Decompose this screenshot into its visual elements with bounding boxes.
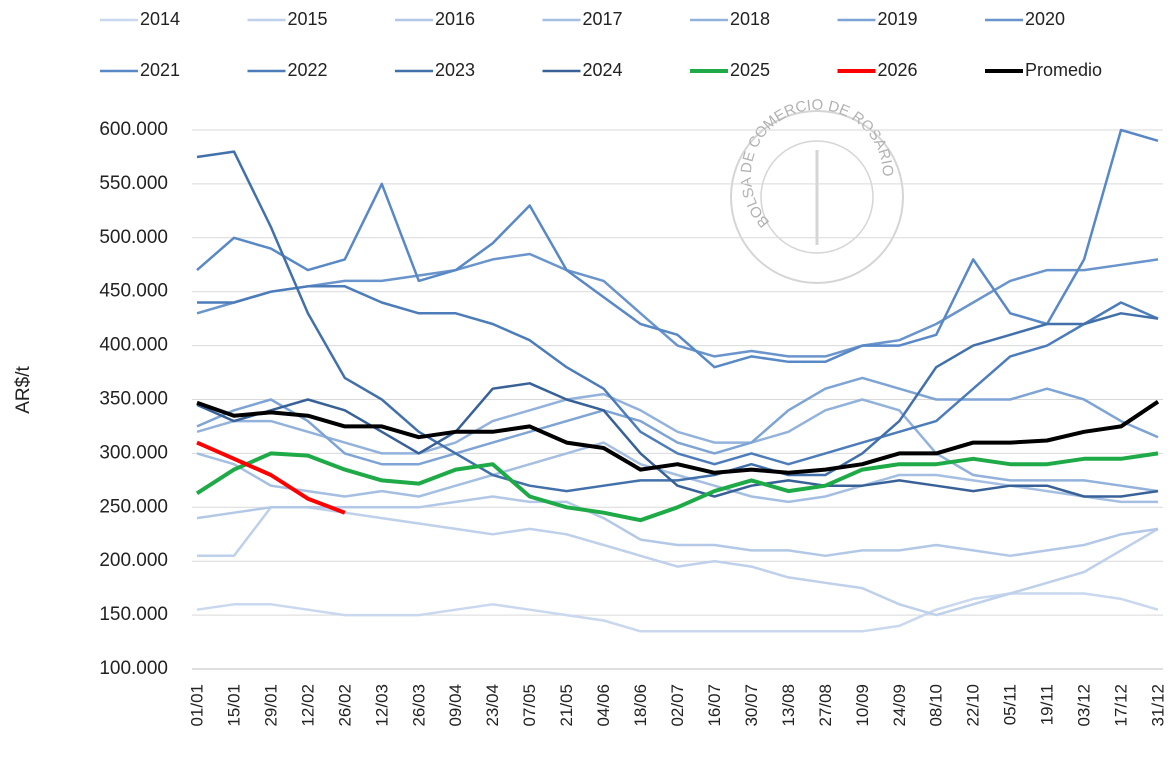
y-tick-label: 400.000 bbox=[99, 335, 168, 356]
x-tick-label: 05/11 bbox=[1001, 684, 1020, 725]
legend-label: 2019 bbox=[878, 9, 918, 29]
series-line bbox=[196, 400, 1160, 475]
legend-label: 2022 bbox=[288, 60, 328, 80]
legend-label: 2021 bbox=[140, 60, 180, 80]
watermark: BOLSA DE COMERCIO DE ROSARIO bbox=[730, 97, 904, 284]
y-axis-label: AR$/t bbox=[13, 366, 34, 414]
legend-label: 2018 bbox=[730, 9, 770, 29]
plot-lines bbox=[195, 128, 1160, 633]
x-tick-label: 08/10 bbox=[927, 684, 946, 727]
x-tick-label: 24/09 bbox=[890, 684, 909, 727]
series-line bbox=[196, 382, 1159, 498]
x-tick-label: 12/03 bbox=[372, 684, 391, 727]
x-tick-label: 30/07 bbox=[742, 684, 761, 727]
legend-label: 2020 bbox=[1025, 9, 1065, 29]
x-tick-label: 27/08 bbox=[816, 684, 835, 727]
x-tick-label: 10/09 bbox=[853, 684, 872, 727]
series-line bbox=[195, 451, 1159, 523]
legend-label: 2015 bbox=[288, 9, 328, 29]
x-tick-label: 26/03 bbox=[409, 684, 428, 727]
y-tick-label: 500.000 bbox=[99, 227, 168, 248]
x-tick-label: 13/08 bbox=[779, 684, 798, 727]
legend-label: 2017 bbox=[583, 9, 623, 29]
legend-label: 2025 bbox=[730, 60, 770, 80]
series-line bbox=[196, 150, 1159, 493]
series-line bbox=[197, 285, 1159, 466]
y-tick-label: 200.000 bbox=[99, 550, 168, 571]
legend-label: 2026 bbox=[878, 60, 918, 80]
series-line bbox=[197, 506, 1159, 617]
legend-label: 2024 bbox=[583, 60, 623, 80]
x-tick-label: 12/02 bbox=[298, 684, 317, 727]
y-tick-label: 550.000 bbox=[99, 173, 168, 194]
y-tick-label: 250.000 bbox=[99, 496, 168, 517]
y-tick-label: 150.000 bbox=[99, 604, 168, 625]
series-line bbox=[196, 440, 346, 515]
y-tick-label: 450.000 bbox=[99, 281, 168, 302]
x-tick-label: 03/12 bbox=[1075, 684, 1094, 727]
x-tick-label: 15/01 bbox=[224, 684, 243, 727]
x-tick-label: 23/04 bbox=[483, 684, 502, 727]
x-tick-label: 22/10 bbox=[964, 684, 983, 727]
x-tick-label: 31/12 bbox=[1148, 684, 1167, 727]
series-line bbox=[196, 592, 1159, 633]
legend-label: Promedio bbox=[1025, 60, 1102, 80]
y-tick-label: 300.000 bbox=[99, 442, 168, 463]
legend-label: 2014 bbox=[140, 9, 180, 29]
x-tick-label: 18/06 bbox=[631, 684, 650, 727]
x-tick-label: 26/02 bbox=[335, 684, 354, 727]
legend-label: 2016 bbox=[435, 9, 475, 29]
x-tick-label: 01/01 bbox=[187, 684, 206, 727]
x-tick-label: 04/06 bbox=[594, 684, 613, 727]
series-line bbox=[196, 252, 1159, 358]
y-tick-label: 100.000 bbox=[99, 658, 168, 679]
series-line bbox=[196, 376, 1159, 466]
series-line bbox=[196, 392, 1159, 493]
y-tick-label: 350.000 bbox=[99, 389, 168, 410]
x-tick-label: 29/01 bbox=[261, 684, 280, 727]
x-tick-label: 21/05 bbox=[557, 684, 576, 727]
x-tick-label: 07/05 bbox=[520, 684, 539, 727]
x-tick-label: 09/04 bbox=[446, 684, 465, 727]
x-tick-label: 19/11 bbox=[1038, 684, 1057, 725]
series-line bbox=[196, 495, 1159, 558]
y-tick-label: 600.000 bbox=[99, 119, 168, 140]
x-tick-label: 16/07 bbox=[705, 684, 724, 727]
series-line bbox=[196, 441, 1158, 504]
legend-label: 2023 bbox=[435, 60, 475, 80]
series-line bbox=[196, 128, 1159, 369]
x-tick-label: 17/12 bbox=[1112, 684, 1131, 727]
x-tick-label: 02/07 bbox=[668, 684, 687, 727]
